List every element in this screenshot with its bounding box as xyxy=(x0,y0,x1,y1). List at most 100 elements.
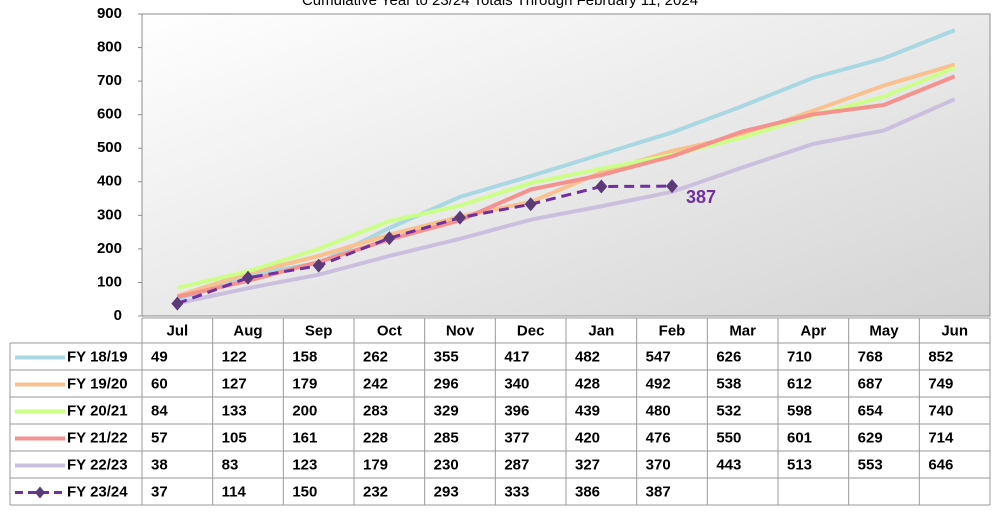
table-value: 420 xyxy=(575,429,600,446)
y-tick-label: 800 xyxy=(97,39,122,56)
data-point xyxy=(524,197,537,212)
table-value: 550 xyxy=(716,429,741,446)
y-tick-label: 0 xyxy=(114,307,122,324)
table-value: 439 xyxy=(575,402,600,419)
legend-label: FY 18/19 xyxy=(67,348,128,365)
table-value: 230 xyxy=(434,456,459,473)
table-value: 387 xyxy=(646,483,671,500)
table-value: 538 xyxy=(716,375,741,392)
table-value: 327 xyxy=(575,456,600,473)
table-value: 386 xyxy=(575,483,600,500)
data-point xyxy=(454,210,466,225)
table-value: 122 xyxy=(222,348,247,365)
data-point xyxy=(171,296,184,311)
x-tick-label: Mar xyxy=(729,322,756,339)
series-line xyxy=(176,97,956,306)
table-value: 768 xyxy=(858,348,883,365)
table-value: 626 xyxy=(716,348,741,365)
table-value: 38 xyxy=(151,456,168,473)
x-tick-label: Feb xyxy=(659,322,686,339)
x-tick-label: Oct xyxy=(377,322,402,339)
table-value: 285 xyxy=(434,429,459,446)
table-value: 396 xyxy=(504,402,529,419)
table-value: 127 xyxy=(222,375,247,392)
table-value: 612 xyxy=(787,375,812,392)
y-tick-label: 300 xyxy=(97,206,122,223)
table-value: 262 xyxy=(363,348,388,365)
table-value: 852 xyxy=(928,348,953,365)
table-value: 355 xyxy=(434,348,459,365)
legend-label: FY 20/21 xyxy=(67,402,128,419)
table-value: 629 xyxy=(858,429,883,446)
table-value: 749 xyxy=(928,375,953,392)
table-value: 333 xyxy=(504,483,529,500)
table-value: 84 xyxy=(151,402,168,419)
table-value: 114 xyxy=(222,483,247,500)
table-value: 83 xyxy=(222,456,239,473)
table-value: 476 xyxy=(646,429,671,446)
table-value: 161 xyxy=(292,429,317,446)
y-tick-label: 900 xyxy=(97,5,122,22)
table-value: 714 xyxy=(928,429,954,446)
table-value: 417 xyxy=(504,348,529,365)
table-value: 740 xyxy=(928,402,953,419)
table-value: 492 xyxy=(646,375,671,392)
series-line xyxy=(176,62,956,298)
x-tick-label: Jul xyxy=(166,322,188,339)
table-value: 513 xyxy=(787,456,812,473)
data-point xyxy=(666,179,678,194)
series-line xyxy=(176,74,956,299)
legend-label: FY 21/22 xyxy=(67,429,128,446)
legend-marker xyxy=(35,486,45,499)
table-value: 37 xyxy=(151,483,168,500)
y-tick-label: 700 xyxy=(97,72,122,89)
table-value: 377 xyxy=(504,429,529,446)
table-value: 598 xyxy=(787,402,812,419)
table-value: 123 xyxy=(292,456,317,473)
table-value: 428 xyxy=(575,375,600,392)
x-tick-label: Jan xyxy=(588,322,614,339)
chart-title: Cumulative Year to 23/24 Totals Through … xyxy=(302,0,698,9)
y-tick-label: 400 xyxy=(97,173,122,190)
table-value: 133 xyxy=(222,402,247,419)
x-tick-label: May xyxy=(869,322,899,339)
annotation: 387 xyxy=(686,187,716,207)
table-value: 60 xyxy=(151,375,168,392)
legend-label: FY 19/20 xyxy=(67,375,128,392)
table-value: 482 xyxy=(575,348,600,365)
table-value: 532 xyxy=(716,402,741,419)
table-value: 105 xyxy=(222,429,247,446)
data-point xyxy=(595,179,608,194)
x-tick-label: Dec xyxy=(517,322,545,339)
table-value: 296 xyxy=(434,375,459,392)
table-value: 179 xyxy=(292,375,317,392)
x-tick-label: Jun xyxy=(941,322,968,339)
data-point xyxy=(383,231,396,246)
table-value: 443 xyxy=(716,456,741,473)
table-value: 340 xyxy=(504,375,529,392)
table-value: 370 xyxy=(646,456,671,473)
data-point xyxy=(312,258,325,273)
table-value: 293 xyxy=(434,483,459,500)
table-value: 646 xyxy=(928,456,953,473)
y-tick-label: 100 xyxy=(97,273,122,290)
table-value: 57 xyxy=(151,429,168,446)
table-value: 710 xyxy=(787,348,812,365)
table-value: 242 xyxy=(363,375,388,392)
table-value: 158 xyxy=(292,348,317,365)
legend-label: FY 22/23 xyxy=(67,456,128,473)
table-value: 329 xyxy=(434,402,459,419)
x-tick-label: Aug xyxy=(233,322,262,339)
y-tick-label: 200 xyxy=(97,240,122,257)
table-value: 654 xyxy=(858,402,884,419)
series-line xyxy=(176,184,673,305)
y-tick-label: 600 xyxy=(97,106,122,123)
table-value: 287 xyxy=(504,456,529,473)
table-value: 547 xyxy=(646,348,671,365)
table-value: 200 xyxy=(292,402,317,419)
y-tick-label: 500 xyxy=(97,139,122,156)
table-value: 49 xyxy=(151,348,168,365)
table-value: 687 xyxy=(858,375,883,392)
data-point xyxy=(242,270,254,285)
